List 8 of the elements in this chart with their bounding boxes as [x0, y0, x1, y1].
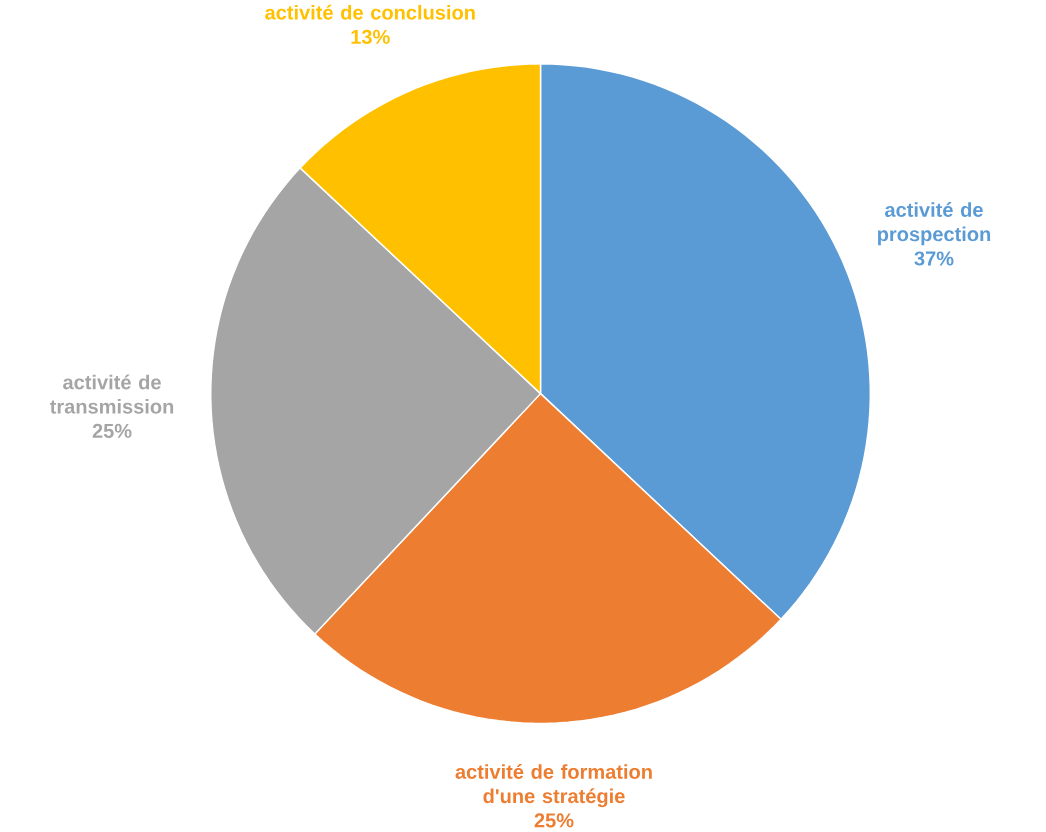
- slice-label: activité de conclusion: [265, 4, 475, 20]
- slice-label: activité de transmission: [49, 374, 174, 414]
- data-label: 25%: [92, 423, 132, 438]
- slice-label: activité de formation d'une stratégie: [455, 763, 652, 808]
- data-label: 25%: [534, 813, 574, 828]
- data-label: 13%: [351, 29, 390, 44]
- data-label: 37%: [914, 251, 954, 266]
- slice-label: activité de prospection: [878, 201, 991, 246]
